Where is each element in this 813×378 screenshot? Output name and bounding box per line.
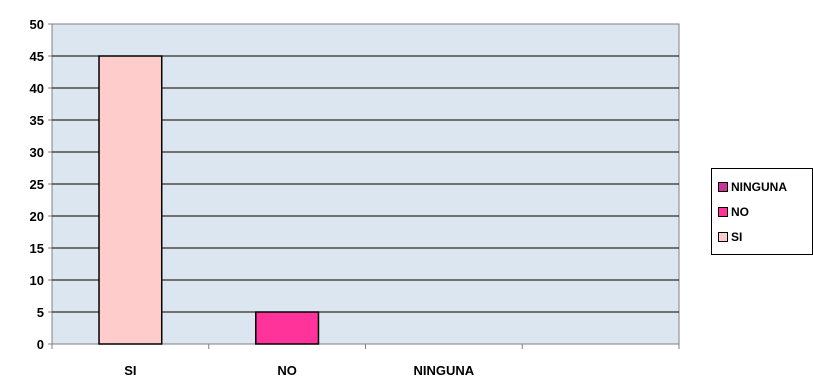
bar-si bbox=[98, 55, 163, 345]
y-tick-label: 40 bbox=[30, 81, 44, 96]
legend-label-ninguna: NINGUNA bbox=[731, 180, 787, 194]
y-tick-label: 50 bbox=[30, 17, 44, 32]
y-tick-label: 45 bbox=[30, 49, 44, 64]
legend-label-si: SI bbox=[731, 230, 743, 244]
legend-swatch-si bbox=[718, 232, 728, 242]
legend-swatch-ninguna bbox=[718, 182, 728, 192]
legend: NINGUNA NO SI bbox=[711, 168, 813, 255]
y-tick-label: 30 bbox=[30, 145, 44, 160]
legend-item-ninguna: NINGUNA bbox=[718, 180, 787, 194]
y-tick-label: 0 bbox=[37, 337, 44, 352]
y-tick-label: 20 bbox=[30, 209, 44, 224]
x-axis: SI NO NINGUNA bbox=[51, 344, 680, 378]
x-category-label: NO bbox=[277, 363, 297, 378]
legend-swatch-no bbox=[718, 207, 728, 217]
legend-item-si: SI bbox=[718, 230, 742, 244]
y-tick-label: 25 bbox=[30, 177, 44, 192]
legend-label-no: NO bbox=[731, 205, 749, 219]
bar-no bbox=[255, 311, 320, 345]
y-tick-label: 15 bbox=[30, 241, 44, 256]
x-category-label: NINGUNA bbox=[414, 363, 475, 378]
y-tick-label: 5 bbox=[37, 305, 44, 320]
legend-item-no: NO bbox=[718, 205, 749, 219]
y-tick-label: 10 bbox=[30, 273, 44, 288]
x-category-label: SI bbox=[124, 363, 136, 378]
y-tick-label: 35 bbox=[30, 113, 44, 128]
y-axis-ticks: 0 5 10 15 20 25 30 35 40 45 50 bbox=[30, 17, 52, 352]
bars bbox=[98, 55, 320, 345]
